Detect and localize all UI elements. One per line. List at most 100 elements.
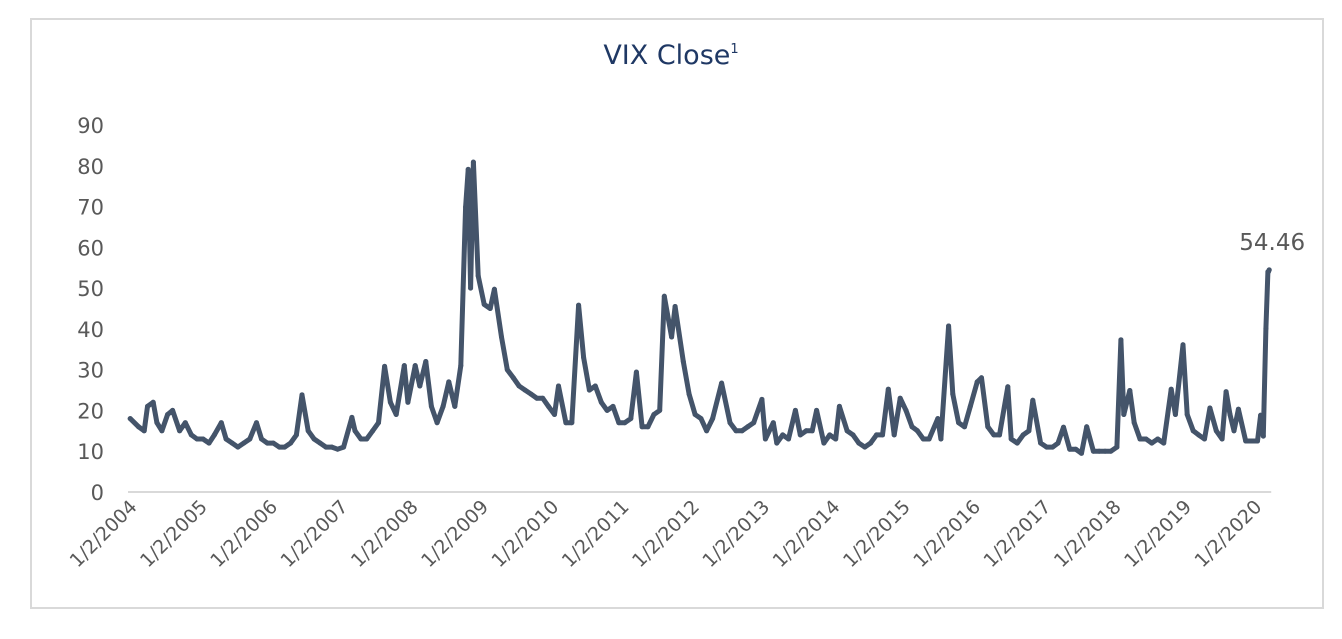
data-point	[393, 412, 399, 417]
data-point	[698, 416, 704, 422]
data-point	[1038, 440, 1044, 446]
data-point	[1184, 412, 1190, 417]
data-point	[719, 380, 725, 386]
data-point	[468, 285, 474, 291]
data-point	[1180, 342, 1186, 348]
data-point	[803, 428, 809, 434]
data-point	[165, 412, 171, 417]
data-point	[903, 407, 909, 413]
data-point	[1202, 436, 1207, 442]
data-point	[452, 403, 458, 409]
data-point	[323, 444, 329, 450]
data-point	[956, 420, 962, 426]
data-point	[979, 375, 984, 381]
data-point	[458, 363, 464, 369]
data-point	[622, 420, 628, 426]
data-point	[141, 428, 147, 434]
data-point	[1127, 388, 1133, 393]
data-point	[1235, 406, 1241, 412]
data-point	[920, 436, 926, 442]
data-point	[576, 302, 582, 308]
data-point	[780, 432, 786, 438]
y-axis: 0 10 20 30 40 50 60 70 80 90	[77, 114, 104, 505]
data-point	[786, 436, 791, 442]
y-tick-label: 20	[77, 399, 104, 423]
data-point	[733, 428, 739, 434]
data-point	[604, 407, 610, 413]
data-point	[792, 407, 798, 413]
x-tick-label: 1/2/2014	[769, 496, 845, 572]
data-point	[241, 440, 247, 446]
data-point	[1213, 428, 1219, 434]
y-tick-label: 50	[77, 277, 104, 301]
data-point	[661, 293, 667, 299]
data-point	[358, 436, 364, 442]
data-point	[522, 387, 528, 393]
data-point	[1090, 448, 1096, 454]
data-point	[127, 416, 133, 422]
data-point	[844, 428, 850, 434]
data-point	[1131, 420, 1137, 426]
data-point	[229, 440, 235, 446]
data-point	[428, 403, 434, 409]
data-point	[259, 436, 264, 442]
data-point	[1223, 389, 1229, 395]
last-value-annotation: 54.46	[1239, 230, 1305, 256]
data-point	[827, 432, 833, 438]
x-tick-label: 1/2/2008	[347, 496, 423, 572]
data-point	[370, 428, 376, 434]
data-point	[470, 159, 476, 165]
data-point	[868, 440, 874, 446]
data-point	[710, 416, 716, 422]
data-point	[335, 446, 341, 452]
data-point	[556, 383, 561, 389]
data-point	[1260, 433, 1266, 439]
data-point	[672, 304, 678, 309]
data-point	[669, 334, 675, 340]
data-point	[862, 444, 868, 450]
data-point	[692, 412, 698, 417]
data-point	[1161, 440, 1167, 446]
data-point	[610, 403, 616, 409]
y-tick-label: 60	[77, 236, 104, 260]
data-point	[914, 428, 920, 434]
data-point	[1079, 450, 1084, 456]
data-point	[546, 403, 551, 409]
y-tick-label: 10	[77, 440, 104, 464]
data-point	[935, 416, 941, 422]
x-tick-label: 1/2/2015	[839, 496, 915, 572]
data-point	[1255, 438, 1260, 444]
data-point	[376, 420, 381, 426]
data-point	[475, 273, 481, 279]
data-point	[491, 286, 497, 292]
data-point	[581, 354, 587, 360]
data-point	[528, 391, 534, 397]
data-point	[657, 407, 663, 413]
data-point	[1118, 337, 1124, 343]
data-point	[487, 306, 493, 311]
data-point	[909, 424, 915, 430]
data-point	[897, 395, 903, 401]
data-point	[880, 432, 885, 438]
data-point	[552, 412, 557, 417]
data-point	[1026, 428, 1032, 434]
data-point	[1196, 432, 1202, 438]
data-point	[1044, 444, 1050, 450]
chart-frame	[30, 18, 1324, 609]
data-point	[423, 359, 429, 364]
data-point	[305, 428, 311, 434]
y-tick-label: 80	[77, 155, 104, 179]
data-point	[759, 396, 765, 402]
data-point	[341, 444, 347, 450]
data-point	[651, 412, 657, 417]
data-point	[188, 432, 194, 438]
data-point	[446, 379, 452, 385]
data-point	[254, 420, 259, 426]
data-point	[592, 383, 598, 389]
data-point	[311, 436, 317, 442]
data-point	[293, 432, 299, 438]
data-point	[1084, 424, 1090, 430]
data-point	[154, 420, 160, 426]
data-point	[1155, 436, 1161, 442]
data-point	[1121, 412, 1127, 417]
